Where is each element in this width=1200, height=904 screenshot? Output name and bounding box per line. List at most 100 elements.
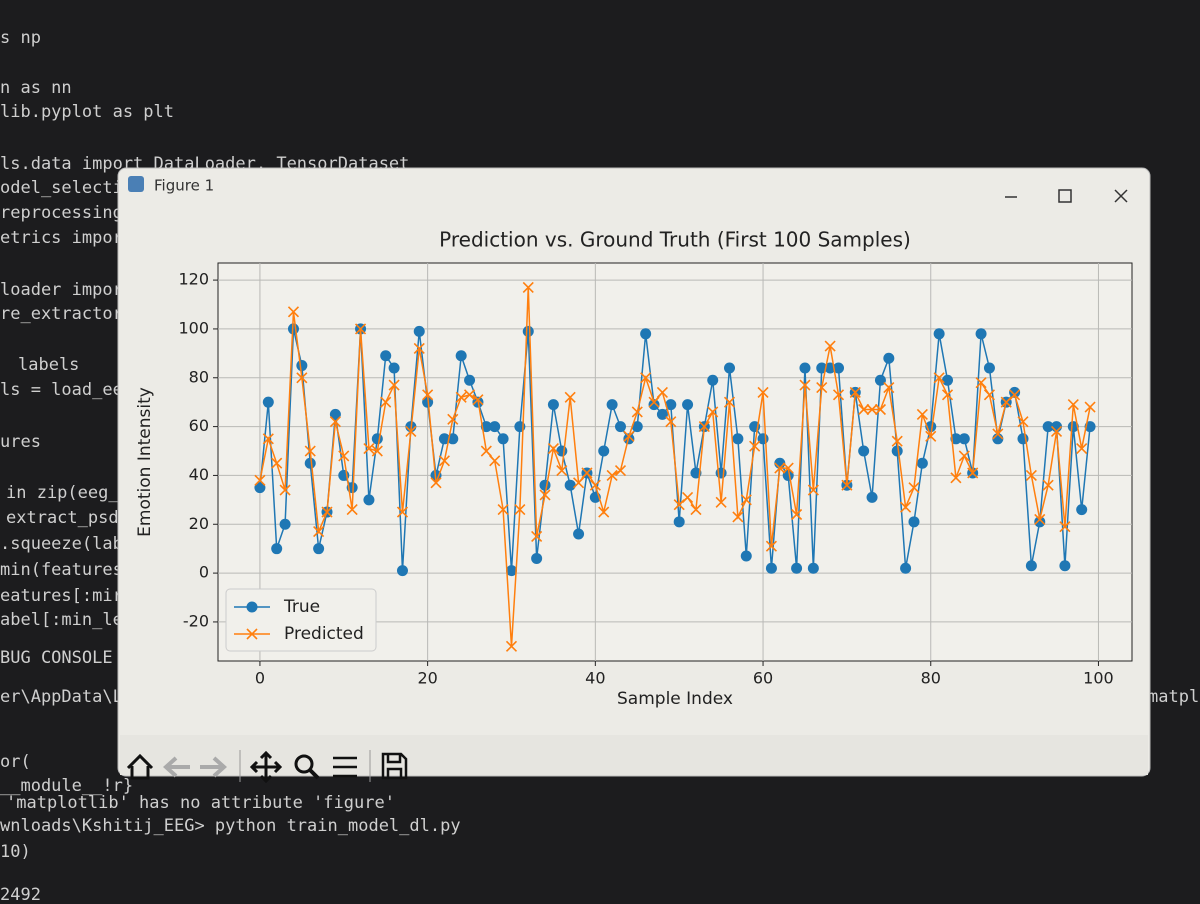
data-point	[916, 457, 928, 469]
data-point	[497, 504, 509, 516]
data-point	[849, 386, 861, 398]
zoom-button[interactable]	[294, 754, 314, 774]
data-point	[841, 479, 853, 491]
data-point	[665, 399, 677, 411]
data-point	[631, 421, 643, 433]
data-point	[833, 362, 845, 374]
data-point	[866, 403, 878, 416]
code-line: loader impor	[0, 280, 123, 300]
data-point	[438, 433, 450, 445]
data-point	[816, 381, 828, 394]
data-point	[933, 328, 945, 340]
data-point	[505, 565, 517, 577]
code-line: matplo	[1148, 687, 1200, 707]
data-point	[799, 362, 811, 374]
series-line	[259, 287, 1091, 647]
data-point	[765, 562, 777, 574]
close-button[interactable]	[1114, 189, 1128, 203]
data-point	[413, 342, 425, 355]
data-point	[455, 391, 467, 403]
data-point	[992, 428, 1004, 440]
data-point	[1034, 513, 1046, 525]
data-point	[573, 477, 585, 489]
data-point	[422, 389, 434, 401]
data-point	[388, 362, 400, 374]
data-point	[614, 421, 626, 433]
x-tick-label: 100	[1083, 669, 1114, 688]
data-point	[983, 362, 995, 374]
data-point	[941, 389, 954, 401]
data-point	[430, 477, 442, 489]
data-point	[539, 479, 551, 491]
data-point	[749, 440, 761, 452]
data-point	[354, 323, 367, 335]
y-axis-label: Emotion Intensity	[135, 387, 155, 537]
data-point	[1050, 425, 1063, 438]
data-point	[698, 421, 710, 433]
data-point	[740, 550, 752, 562]
data-point	[388, 379, 400, 391]
data-point	[1025, 560, 1037, 572]
data-point	[1067, 421, 1079, 433]
code-line: 'matplotlib' has no attribute 'figure'	[6, 793, 395, 813]
data-point	[279, 518, 291, 530]
data-point	[489, 455, 501, 467]
data-point	[807, 562, 819, 574]
data-point	[656, 408, 668, 420]
data-point	[648, 396, 660, 408]
data-point	[958, 450, 970, 462]
data-point	[380, 350, 392, 362]
data-point	[497, 433, 509, 445]
data-point	[765, 540, 777, 552]
data-point	[396, 565, 408, 577]
chart-title: Prediction vs. Ground Truth (First 100 S…	[439, 228, 911, 252]
configure-button[interactable]	[333, 756, 357, 778]
data-point	[598, 506, 610, 518]
x-tick-label: 40	[585, 669, 605, 688]
code-line: s np	[0, 28, 41, 48]
pan-button[interactable]	[249, 750, 283, 784]
data-point	[380, 396, 392, 408]
data-point	[1076, 443, 1088, 455]
code-line: lib.pyplot as plt	[0, 102, 174, 122]
data-point	[489, 421, 501, 433]
data-point	[522, 325, 534, 337]
data-point	[304, 445, 316, 457]
data-point	[1034, 516, 1046, 528]
data-point	[1059, 560, 1071, 572]
forward-button[interactable]	[200, 756, 227, 778]
back-button[interactable]	[163, 756, 190, 778]
y-tick-label: 60	[189, 416, 209, 435]
code-line: extract_psd	[6, 508, 119, 528]
legend-label: True	[283, 597, 320, 617]
data-point	[1042, 421, 1054, 433]
data-point	[338, 450, 350, 462]
save-button[interactable]	[381, 752, 408, 780]
data-point	[396, 506, 409, 518]
data-point	[950, 433, 962, 445]
data-point	[313, 543, 325, 555]
data-point	[908, 482, 920, 494]
code-line: ures	[0, 432, 41, 452]
data-point	[1084, 401, 1096, 413]
data-point	[556, 445, 568, 457]
home-button[interactable]	[126, 753, 154, 780]
data-point	[732, 511, 744, 523]
data-point	[1059, 521, 1071, 533]
code-line: or(	[0, 752, 31, 772]
data-point	[832, 389, 845, 401]
data-point	[866, 491, 878, 503]
data-point	[547, 443, 559, 455]
data-point	[707, 406, 719, 418]
data-point	[640, 372, 652, 384]
data-point	[950, 472, 962, 484]
maximize-button[interactable]	[1058, 189, 1072, 203]
data-point	[1009, 386, 1021, 398]
data-point	[724, 362, 736, 374]
data-point	[1009, 389, 1021, 401]
code-line: eatures[:mir	[0, 586, 123, 606]
code-line: ls = load_ee	[0, 380, 123, 400]
code-line: in zip(eeg_	[6, 483, 119, 503]
